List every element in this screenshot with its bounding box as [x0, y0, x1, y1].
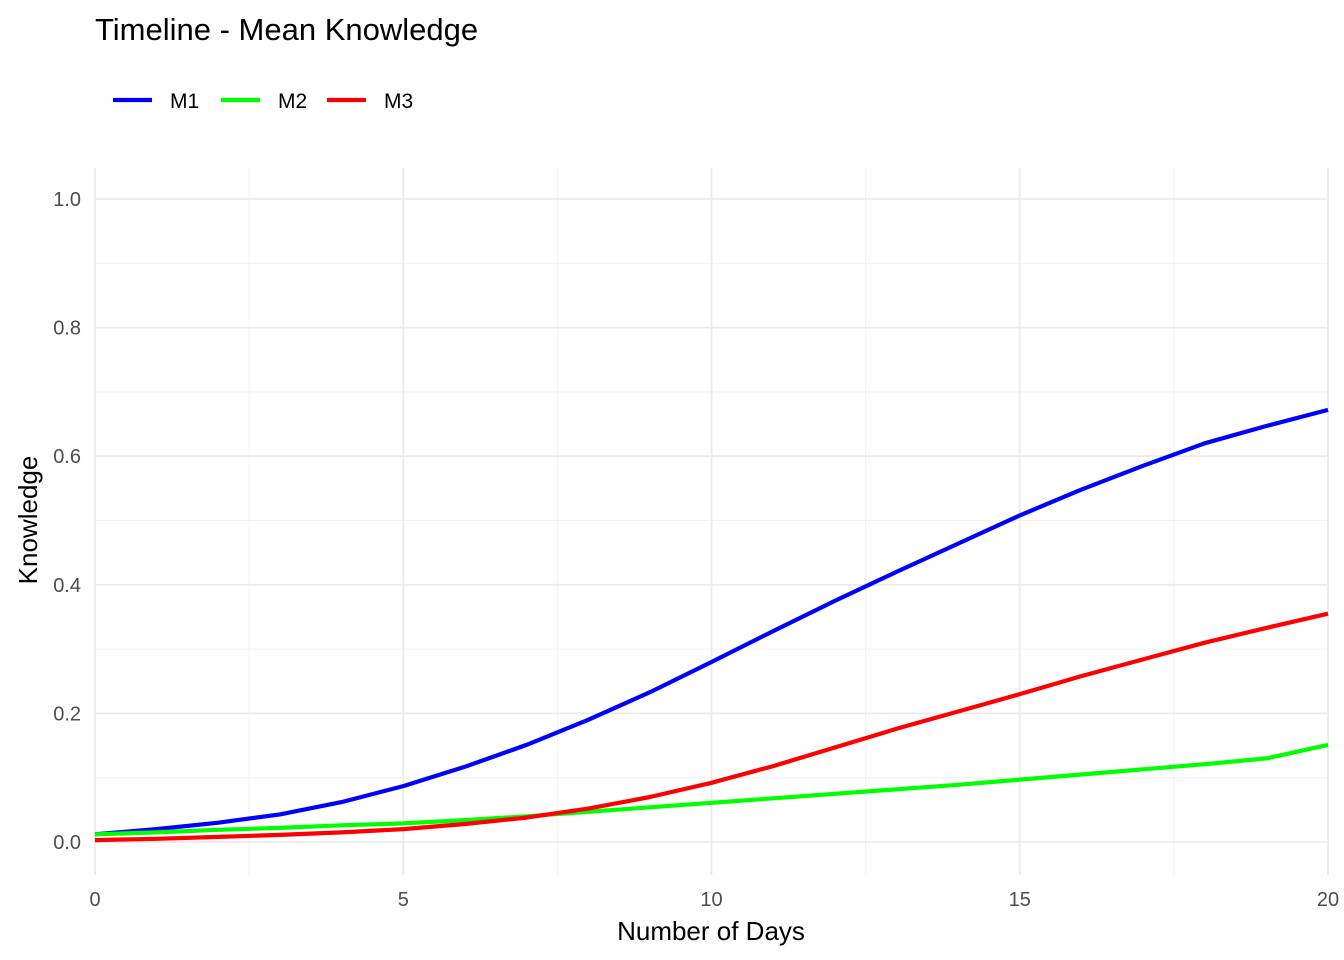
legend-label-m2: M2: [278, 90, 307, 113]
legend: M1 M2 M3: [113, 90, 413, 113]
y-tick-label: 0.4: [53, 575, 81, 597]
x-axis-title: Number of Days: [617, 916, 805, 946]
legend-label-m3: M3: [384, 90, 413, 113]
grid: [94, 168, 1329, 875]
x-tick-label: 5: [398, 889, 409, 911]
y-axis-title: Knowledge: [13, 456, 43, 585]
y-tick-labels: 0.0 0.2 0.4 0.6 0.8 1.0: [53, 189, 81, 854]
y-tick-label: 0.6: [53, 446, 81, 468]
y-tick-label: 0.8: [53, 318, 81, 340]
x-tick-label: 15: [1009, 889, 1031, 911]
x-tick-label: 0: [89, 889, 100, 911]
x-tick-labels: 0 5 10 15 20: [89, 889, 1339, 911]
y-tick-label: 0.0: [53, 832, 81, 854]
series-line-m3: [94, 611, 1329, 843]
chart-title: Timeline - Mean Knowledge: [95, 12, 478, 47]
legend-label-m1: M1: [170, 90, 199, 113]
series-lines: [94, 407, 1329, 843]
y-tick-label: 0.2: [53, 703, 81, 725]
series-line-m1: [94, 407, 1329, 837]
series-line-m2: [94, 742, 1329, 837]
y-tick-label: 1.0: [53, 189, 81, 211]
x-tick-label: 20: [1317, 889, 1339, 911]
x-tick-label: 10: [700, 889, 722, 911]
